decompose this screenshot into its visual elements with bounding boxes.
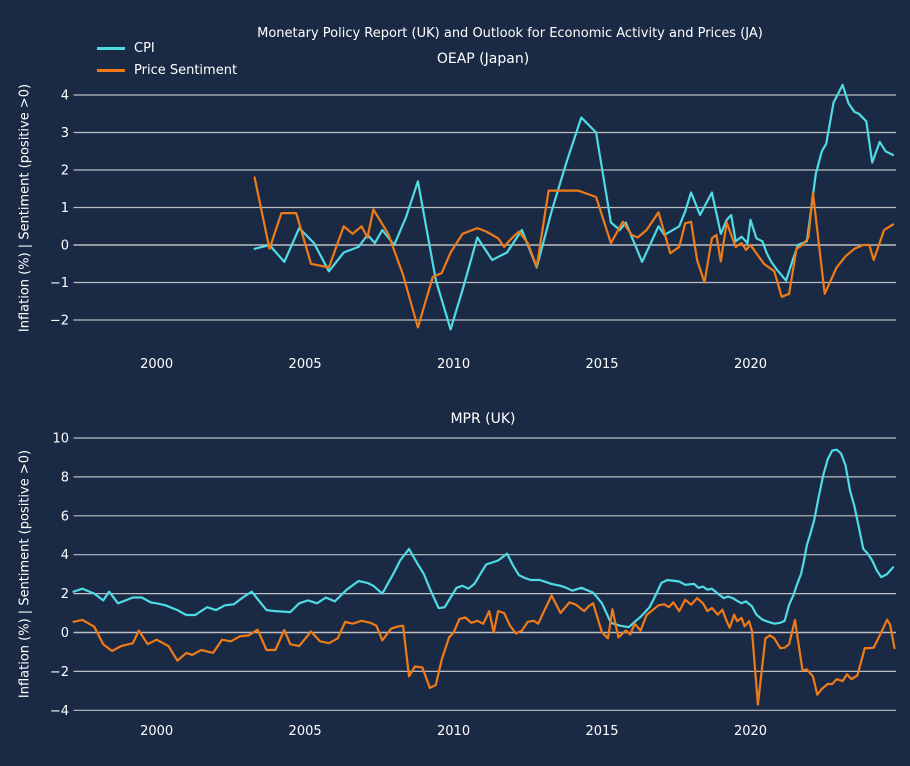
- y-tick-label: 0: [61, 239, 69, 254]
- y-tick-label: 4: [61, 548, 69, 563]
- y-tick-label: 3: [61, 126, 69, 141]
- y-tick-label: 4: [61, 89, 69, 104]
- figure-suptitle: Monetary Policy Report (UK) and Outlook …: [257, 26, 763, 41]
- price-sentiment-line-japan: [253, 176, 895, 329]
- x-tick-label: 2005: [289, 357, 322, 372]
- legend-item-price-sentiment: Price Sentiment: [97, 59, 237, 81]
- y-tick-label: −4: [50, 704, 69, 719]
- y-tick-label: 0: [61, 626, 69, 641]
- legend-label-price-sentiment: Price Sentiment: [134, 62, 238, 78]
- y-tick-label: −1: [50, 276, 69, 291]
- y-tick-label: −2: [50, 665, 69, 680]
- x-tick-label: 2020: [734, 357, 767, 372]
- price-sentiment-line-uk: [72, 594, 896, 706]
- price-sentiment-line-swatch-icon: [97, 68, 125, 72]
- y-tick-label: −2: [50, 314, 69, 329]
- subplot-title-uk: MPR (UK): [450, 411, 516, 427]
- cpi-line-swatch-icon: [97, 46, 125, 50]
- cpi-line-uk: [72, 448, 895, 629]
- x-tick-label: 2020: [734, 724, 767, 739]
- y-tick-label: 8: [61, 470, 69, 485]
- x-tick-label: 2015: [585, 724, 618, 739]
- x-tick-label: 2000: [140, 724, 173, 739]
- x-tick-label: 2000: [140, 357, 173, 372]
- y-tick-label: 2: [61, 164, 69, 179]
- x-tick-label: 2015: [585, 357, 618, 372]
- chart-legend: CPI Price Sentiment: [97, 37, 237, 81]
- subplot-title-japan: OEAP (Japan): [436, 51, 530, 67]
- x-tick-label: 2010: [437, 724, 470, 739]
- y-tick-label: 2: [61, 587, 69, 602]
- y-tick-label: 1: [61, 201, 69, 216]
- legend-item-cpi: CPI: [97, 37, 237, 59]
- x-tick-label: 2010: [437, 357, 470, 372]
- x-tick-label: 2005: [289, 724, 322, 739]
- y-tick-label: 10: [52, 432, 69, 447]
- y-tick-label: 6: [61, 509, 69, 524]
- legend-label-cpi: CPI: [134, 40, 155, 56]
